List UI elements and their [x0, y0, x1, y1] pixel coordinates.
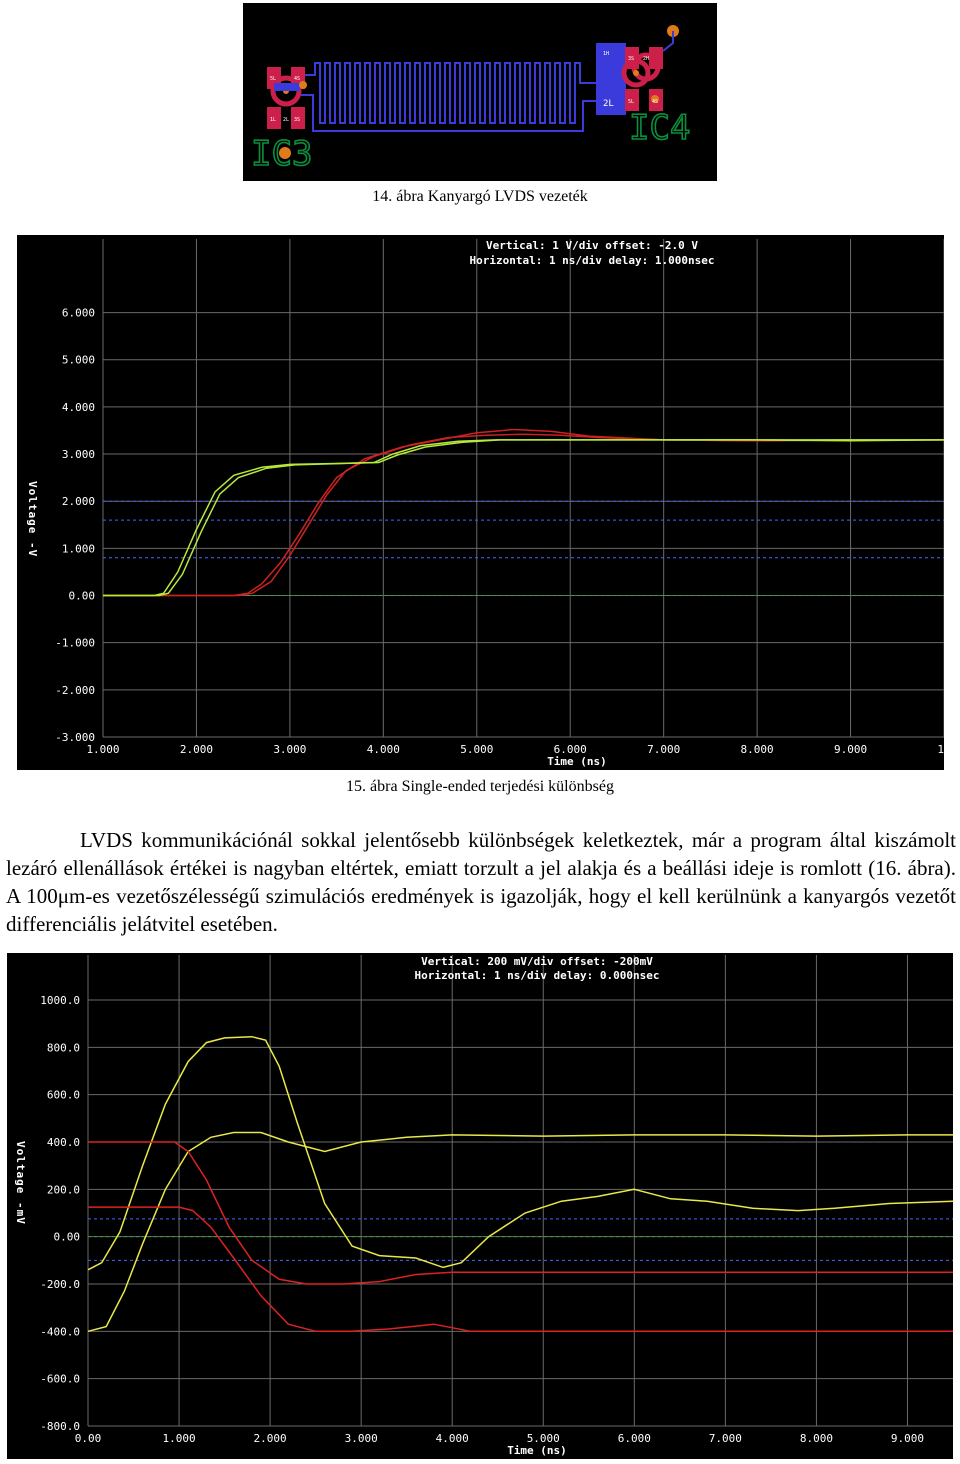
x-tick-label: 3.000: [345, 1432, 378, 1445]
chart-16-svg: 1000.0 800.0 600.0 400.0 200.0 0.00 -200.0 -400…: [7, 953, 954, 1459]
chart-15-xlabel: Time (ns): [547, 755, 607, 768]
body-paragraph: LVDS kommunikációnál sokkal jelentősebb …: [6, 826, 956, 938]
chart-15-header-2: Horizontal: 1 ns/div delay: 1.000nsec: [469, 254, 714, 267]
y-tick-label: 400.0: [47, 1136, 80, 1149]
y-tick-label: 0.00: [69, 590, 96, 603]
series-line: [87, 1035, 954, 1271]
x-tick-label: 2.000: [254, 1432, 287, 1445]
series-line: [87, 1131, 953, 1333]
chart-16-xlabel: Time (ns): [507, 1444, 567, 1457]
pin-label: 1L: [270, 117, 276, 123]
y-tick-label: 200.0: [47, 1183, 80, 1196]
pin-label: 3S: [294, 117, 300, 123]
x-tick-label: 2.000: [180, 743, 213, 756]
pin-label: 3S: [628, 56, 634, 62]
y-tick-label: 6.000: [62, 307, 95, 320]
ic3-label: IC3: [251, 134, 312, 174]
pin-label: 5L: [628, 99, 634, 105]
x-tick-label: 5.000: [527, 1432, 560, 1445]
series-line: [103, 439, 944, 597]
x-tick-label: 6.000: [618, 1432, 651, 1445]
chart-16-ylabel: Voltage -mV: [14, 1141, 27, 1225]
y-tick-label: -1.000: [55, 637, 95, 650]
pin-label: 5L: [270, 76, 276, 82]
y-tick-label: 4.000: [62, 401, 95, 414]
figure-14-caption: 14. ábra Kanyargó LVDS vezeték: [372, 188, 588, 205]
y-tick-label: 0.00: [54, 1231, 81, 1244]
x-tick-label: 10: [937, 743, 944, 756]
y-tick-label: 5.000: [62, 354, 95, 367]
y-tick-label: -400.0: [40, 1325, 80, 1338]
figure-15-caption: 15. ábra Single-ended terjedési különbsé…: [346, 778, 614, 795]
chart-15-header-1: Vertical: 1 V/div offset: -2.0 V: [486, 239, 698, 252]
pin-label: 4S: [652, 99, 658, 105]
chart-16-header-1: Vertical: 200 mV/div offset: -200mV: [421, 955, 653, 968]
series-line: [88, 1206, 953, 1333]
y-tick-label: 1000.0: [40, 994, 80, 1007]
pin-label: 4S: [294, 76, 300, 82]
x-tick-label: 3.000: [273, 743, 306, 756]
pcb-layout-image: IC3 IC4 2L 1L 2L 3S 4S 5L 1H 3S 2H 4S 5L: [243, 3, 717, 181]
x-tick-label: 8.000: [800, 1432, 833, 1445]
pin-label: 2H: [643, 56, 649, 62]
y-tick-label: -200.0: [40, 1278, 80, 1291]
pin-label: 2L: [283, 117, 289, 123]
y-tick-label: -800.0: [40, 1420, 80, 1433]
y-tick-label: -3.000: [55, 731, 95, 744]
y-tick-label: 3.000: [62, 448, 95, 461]
chart-16-header-2: Horizontal: 1 ns/div delay: 0.000nsec: [414, 969, 659, 982]
x-tick-label: 9.000: [891, 1432, 924, 1445]
y-tick-label: -600.0: [40, 1373, 80, 1386]
body-paragraph-text: LVDS kommunikációnál sokkal jelentősebb …: [6, 828, 956, 936]
y-tick-label: 600.0: [47, 1089, 80, 1102]
y-tick-label: 800.0: [47, 1041, 80, 1054]
chart-15-svg: 6.000 5.000 4.000 3.000 2.000 1.000 0.00 -1.000…: [17, 235, 951, 770]
x-tick-label: 6.000: [554, 743, 587, 756]
x-tick-label: 0.00: [75, 1432, 102, 1445]
y-tick-label: 2.000: [62, 495, 95, 508]
x-tick-label: 1.000: [86, 743, 119, 756]
x-tick-label: 7.000: [709, 1432, 742, 1445]
y-tick-label: -2.000: [55, 684, 95, 697]
ic4-label: IC4: [629, 108, 690, 148]
figure-16-chart: 1000.0 800.0 600.0 400.0 200.0 0.00 -200.0 -400…: [7, 953, 954, 1459]
x-tick-label: 9.000: [834, 743, 867, 756]
x-tick-label: 4.000: [367, 743, 400, 756]
y-tick-label: 1.000: [62, 542, 95, 555]
x-tick-label: 4.000: [436, 1432, 469, 1445]
x-tick-label: 5.000: [460, 743, 493, 756]
ic3-footprint: [267, 67, 307, 159]
chart-15-ylabel: Voltage -V: [26, 481, 39, 557]
ic4-footprint: [596, 25, 679, 115]
pin-label: 1H: [603, 51, 609, 57]
figure-15-chart: 6.000 5.000 4.000 3.000 2.000 1.000 0.00 -1.000…: [17, 235, 951, 770]
pad-label-2l: 2L: [603, 99, 614, 109]
x-tick-label: 1.000: [162, 1432, 195, 1445]
figure-14-pcb-layout: IC3 IC4 2L 1L 2L 3S 4S 5L 1H 3S 2H 4S 5L: [243, 3, 717, 181]
x-tick-label: 7.000: [647, 743, 680, 756]
x-tick-label: 8.000: [741, 743, 774, 756]
meander-trace: [298, 62, 599, 124]
series-line: [88, 1141, 953, 1285]
